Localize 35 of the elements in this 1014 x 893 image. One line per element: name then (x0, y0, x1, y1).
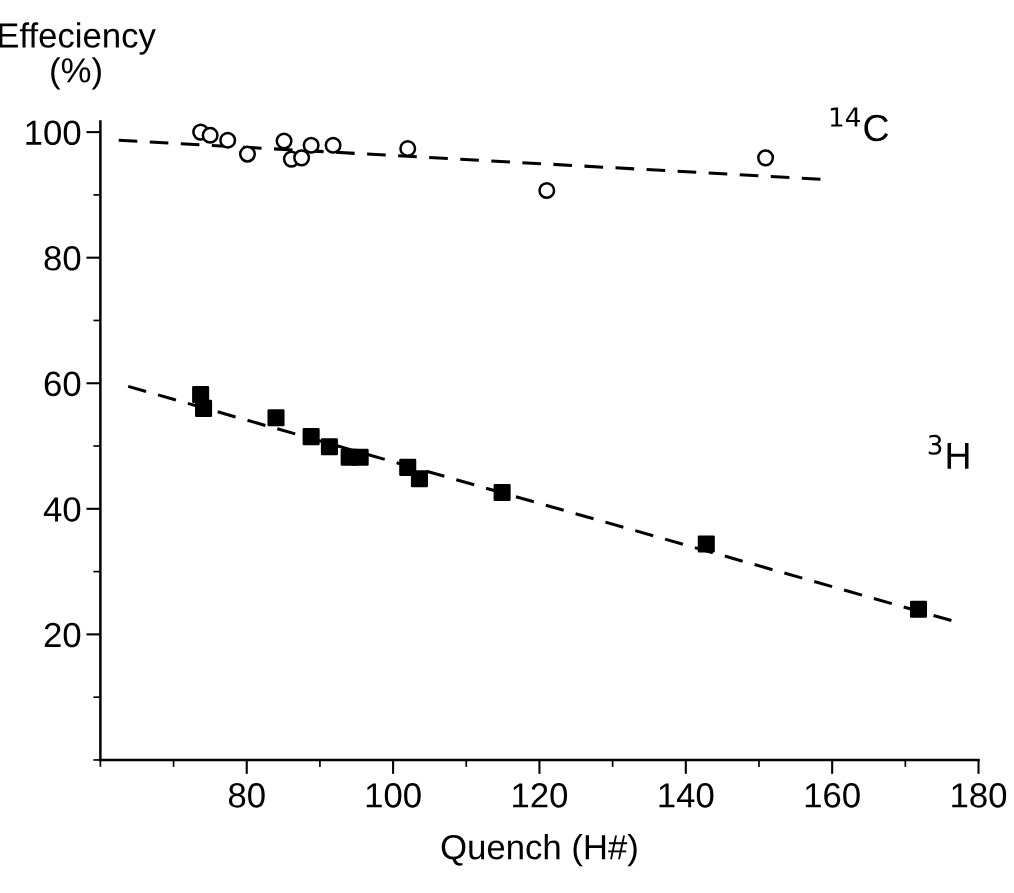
x-tick-label: 140 (659, 783, 714, 808)
point (410, 470, 428, 488)
point (201, 126, 219, 144)
point (493, 483, 511, 502)
point (195, 399, 213, 417)
point (399, 458, 417, 476)
point (757, 149, 775, 167)
x-tick-label: 100 (366, 783, 421, 808)
x-tick-label: 160 (805, 783, 860, 808)
point (320, 438, 338, 456)
point (267, 409, 285, 427)
point (293, 149, 311, 167)
point (238, 145, 257, 163)
y-axis-title: Effeciency (%) (0, 22, 156, 90)
point (909, 600, 928, 618)
point (538, 181, 556, 200)
x-tick-label: 120 (513, 783, 568, 808)
point (219, 131, 237, 149)
point (275, 132, 293, 150)
point (351, 448, 369, 466)
y-tick-label: 40 (43, 497, 81, 522)
y-tick-label: 60 (44, 371, 81, 397)
point (697, 535, 715, 553)
point (399, 139, 417, 157)
x-axis-title: Quench (H#) (441, 833, 637, 867)
point (324, 136, 342, 154)
y-tick-label: 80 (44, 246, 81, 271)
y-tick-label: 100 (26, 120, 81, 146)
x-tick-label: 180 (952, 783, 1007, 808)
point (302, 428, 320, 446)
series-label: $^{14}$C (830, 107, 889, 142)
point (302, 136, 320, 154)
x-tick-label: 80 (228, 783, 265, 808)
y-tick-label: 20 (44, 622, 81, 648)
text: $^{3}$H (928, 434, 969, 469)
